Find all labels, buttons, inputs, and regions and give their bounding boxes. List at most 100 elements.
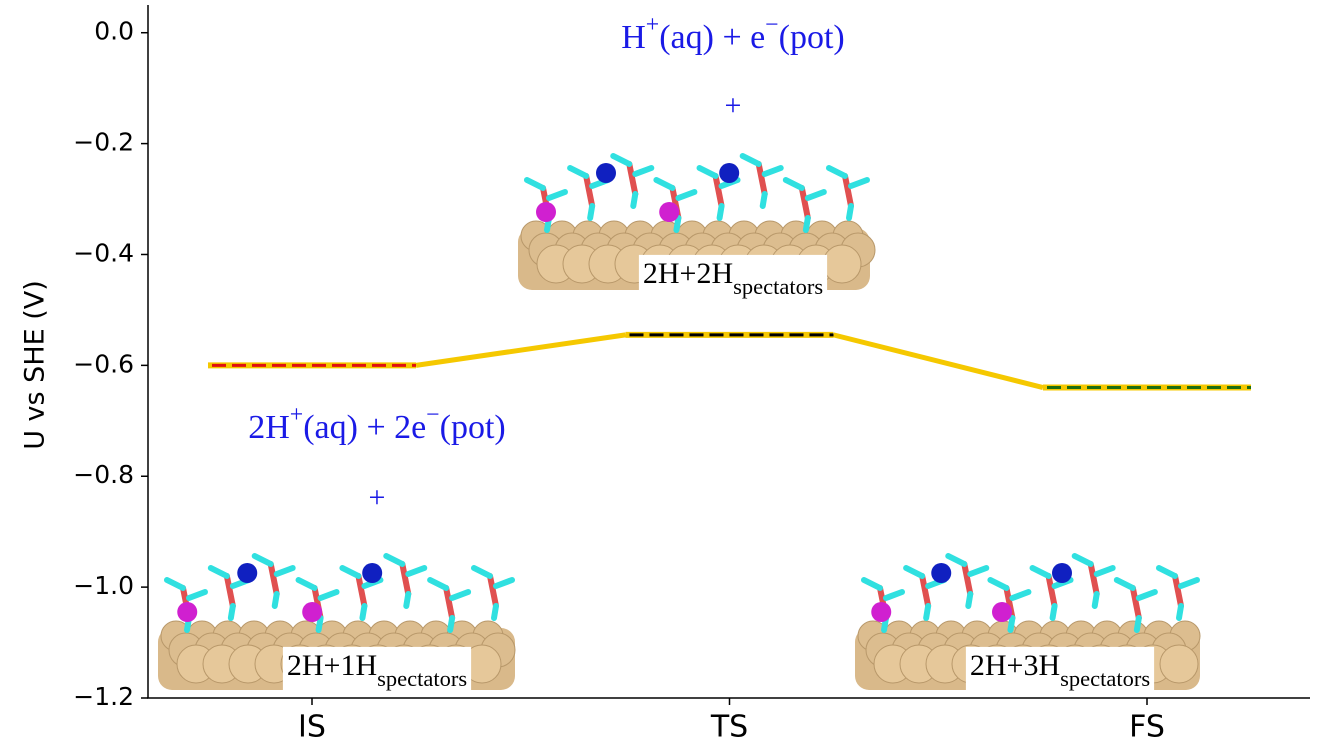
annotation-part: + (369, 481, 386, 514)
bond (1129, 585, 1142, 621)
bond (987, 577, 1010, 591)
bond (1091, 591, 1100, 609)
bond (567, 165, 590, 179)
connector (832, 332, 1044, 390)
bond (848, 177, 870, 189)
annotation-part: 2H (248, 409, 290, 446)
bond (355, 573, 368, 609)
structure-label-part: spectators (377, 666, 467, 691)
bond (267, 561, 280, 597)
adsorbed-h (177, 602, 198, 622)
bond (759, 191, 768, 209)
bond (1176, 603, 1184, 621)
bond (961, 561, 974, 597)
bond (1133, 615, 1142, 633)
bond (587, 203, 596, 221)
bond (427, 577, 450, 591)
bond (782, 177, 805, 191)
annotation-part: − (426, 402, 439, 428)
bond (653, 177, 676, 191)
annotation-part: (aq) + 2e (303, 409, 426, 446)
proton (596, 163, 616, 183)
bond (164, 577, 186, 591)
annotation: H+(aq) + e−(pot) (621, 12, 845, 55)
annotation-part: (pot) (779, 19, 845, 56)
bond (1093, 565, 1116, 577)
structure-label: 2H+2Hspectators (643, 257, 823, 299)
y-axis-label: U vs SHE (V) (20, 280, 51, 450)
bond (1087, 561, 1100, 597)
structure-label-part: 2H+1H (287, 649, 377, 682)
bond (967, 565, 990, 577)
y-tick-label: −0.8 (73, 460, 134, 489)
bond (383, 553, 406, 567)
bond (923, 603, 932, 621)
structure-label-part: 2H+3H (970, 649, 1060, 682)
adsorbed-h (536, 202, 556, 222)
bond (443, 585, 456, 621)
bond (861, 577, 883, 591)
bond (846, 203, 854, 221)
atom (1159, 644, 1199, 684)
bond (399, 561, 412, 597)
bond (405, 565, 428, 577)
bond (1071, 553, 1094, 567)
structure-label-part: 2H+2H (643, 257, 733, 290)
bond (1135, 589, 1158, 601)
annotation-part: + (646, 12, 659, 38)
bond (207, 565, 230, 579)
proton (1052, 563, 1072, 583)
y-tick-label: −0.4 (73, 238, 134, 267)
bond (802, 215, 811, 233)
bond (883, 589, 905, 601)
bond (493, 577, 515, 589)
adsorbed-h (871, 602, 892, 622)
bond (739, 153, 762, 167)
bond (1049, 603, 1058, 621)
bond (919, 573, 932, 609)
annotation-part: H (621, 19, 646, 56)
bond (761, 165, 784, 177)
bond (755, 161, 768, 197)
annotation: 2H+(aq) + 2e−(pot) (248, 402, 506, 445)
proton (362, 563, 383, 583)
bond (1007, 615, 1016, 633)
bond (712, 173, 725, 209)
annotation: + (725, 89, 742, 122)
bond (583, 173, 596, 209)
bond (826, 165, 848, 179)
structure-label: 2H+3Hspectators (970, 649, 1150, 691)
structure-label: 2H+1Hspectators (287, 649, 467, 691)
bond (716, 203, 725, 221)
bond (471, 565, 493, 579)
bond (491, 603, 499, 621)
y-tick-label: −1.2 (73, 682, 134, 711)
bond (1156, 565, 1178, 579)
bond (1113, 577, 1136, 591)
annotation-part: − (765, 12, 778, 38)
bond (273, 565, 296, 577)
bond (1029, 565, 1052, 579)
bond (227, 603, 236, 621)
atom (822, 244, 862, 284)
bond (524, 177, 546, 191)
bond (632, 165, 655, 177)
annotation: + (369, 481, 386, 514)
x-tick-label: TS (710, 710, 748, 745)
adsorbed-h (992, 602, 1012, 622)
bond (945, 553, 968, 567)
y-tick-label: −0.6 (73, 349, 134, 378)
annotation-part: (pot) (440, 409, 506, 446)
bond (965, 591, 974, 609)
label-background (965, 646, 1155, 693)
bond (317, 589, 340, 601)
proton (237, 563, 258, 583)
bond (903, 565, 926, 579)
bond (1172, 573, 1184, 609)
bond (271, 591, 280, 609)
bond (696, 165, 719, 179)
bond (251, 553, 274, 567)
y-tick-label: 0.0 (94, 17, 134, 46)
annotation-part: (aq) + e (659, 19, 765, 56)
